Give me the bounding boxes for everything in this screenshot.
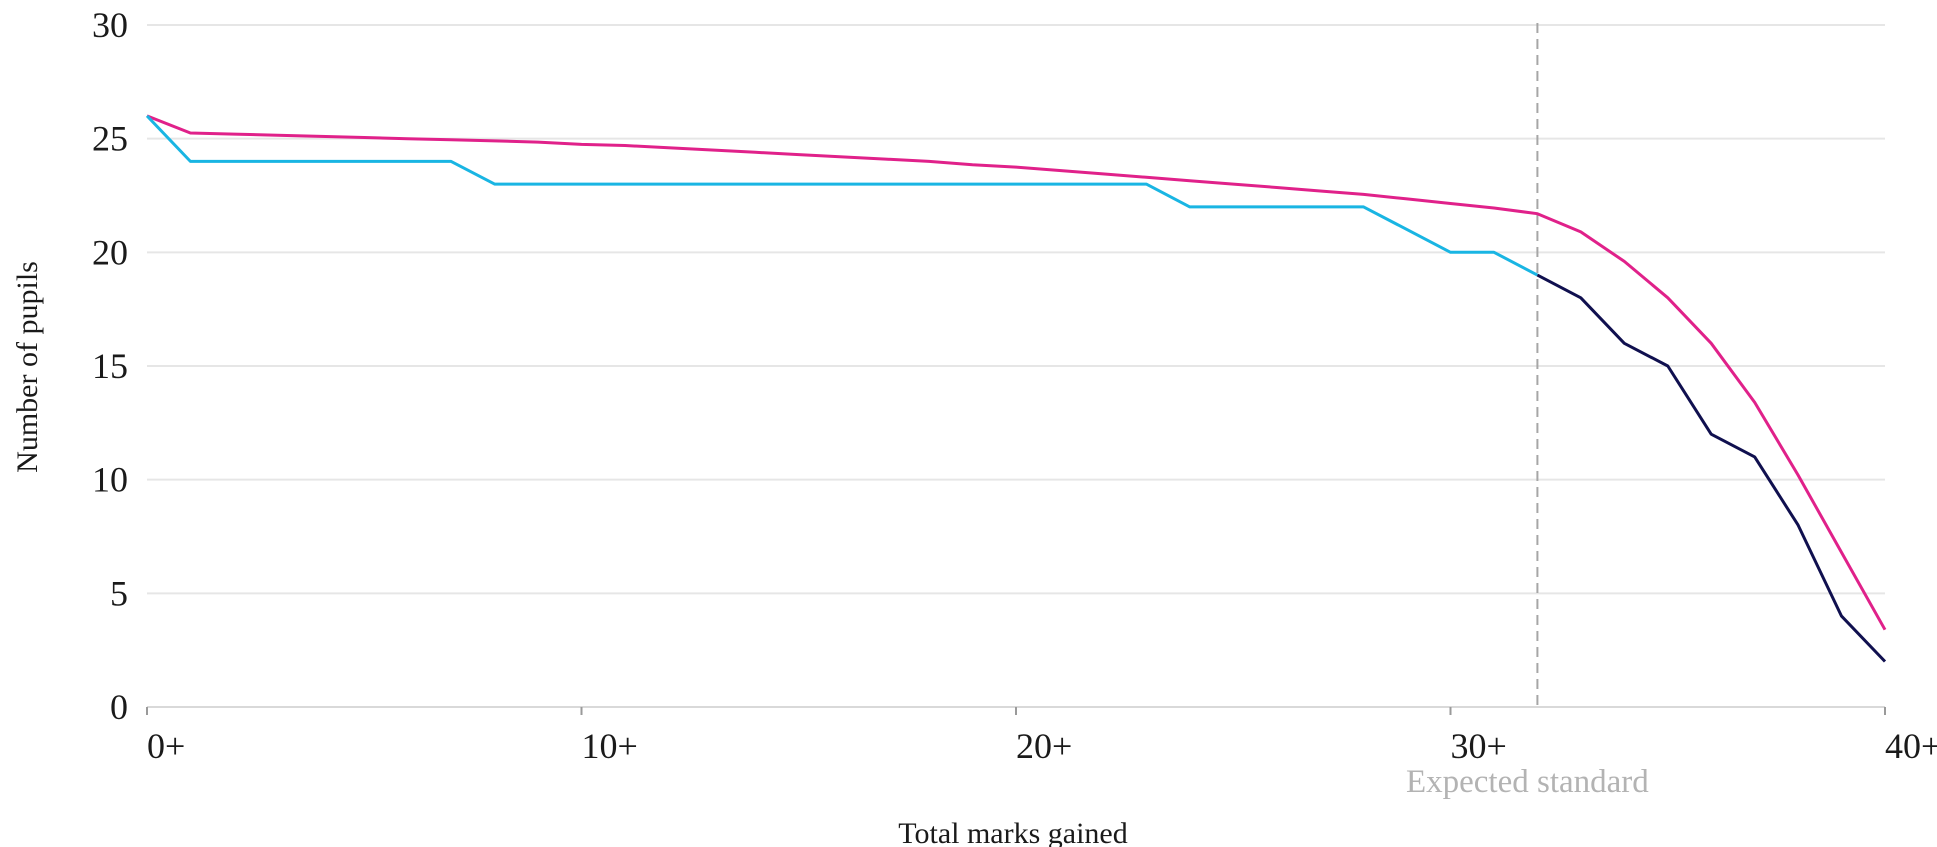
y-axis: 0 5 10 15 20 25 30	[92, 5, 128, 727]
y-tick-label: 20	[92, 232, 128, 272]
y-tick-label: 10	[92, 460, 128, 500]
x-axis: 0+ 10+ 20+ 30+ 40+	[146, 706, 1937, 766]
expected-standard-label: Expected standard	[1406, 764, 1649, 800]
y-axis-title: Number of pupils	[11, 261, 44, 473]
x-tick-label: 30+	[1451, 726, 1507, 766]
y-tick-label: 30	[92, 5, 128, 45]
reference-line-group: Expected standard	[1406, 23, 1649, 800]
x-tick-label: 0+	[147, 726, 185, 766]
series-line-1	[146, 114, 1887, 631]
x-tick-label: 20+	[1016, 726, 1072, 766]
x-tick-label: 10+	[582, 726, 638, 766]
y-tick-label: 25	[92, 119, 128, 159]
series-line-3	[1536, 273, 1887, 663]
gridlines	[147, 24, 1885, 708]
y-tick-label: 15	[92, 346, 128, 386]
x-axis-title: Total marks gained	[898, 817, 1128, 847]
y-tick-label: 5	[110, 573, 128, 613]
series-line-2	[145, 114, 1539, 277]
y-tick-label: 0	[110, 687, 128, 727]
series-group	[145, 114, 1887, 663]
x-tick-label: 40+	[1885, 726, 1937, 766]
